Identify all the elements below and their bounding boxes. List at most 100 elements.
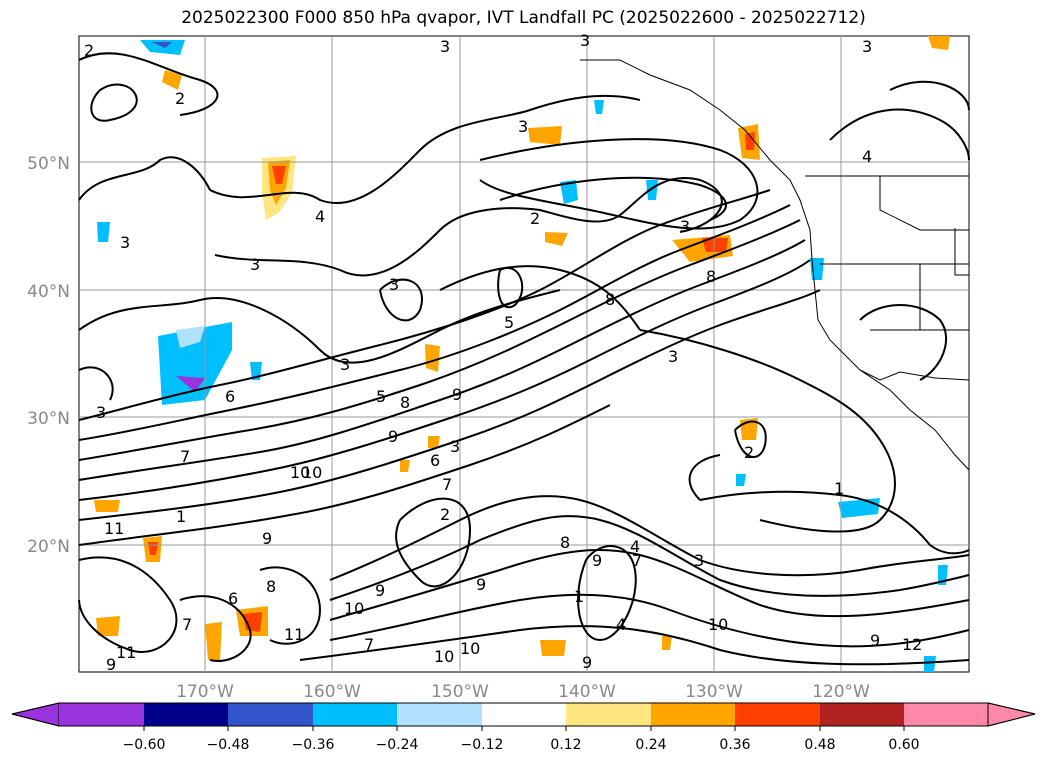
colorbar-tick: −0.36 xyxy=(292,737,335,753)
contour-label: 6 xyxy=(225,387,235,406)
lat-label: 40°N xyxy=(27,282,70,302)
contour-label: 2 xyxy=(744,443,754,462)
contour-label: 4 xyxy=(862,147,872,166)
colorbar-segment xyxy=(566,703,651,726)
colorbar-tick: 0.48 xyxy=(804,737,835,753)
map-title: 2025022300 F000 850 hPa qvapor, IVT Land… xyxy=(181,8,866,28)
latitude-labels: 50°N 40°N 30°N 20°N xyxy=(27,154,70,557)
contour-label: 4 xyxy=(315,207,325,226)
contour-label: 8 xyxy=(605,290,615,309)
gridlines xyxy=(79,36,969,672)
contour-label: 1 xyxy=(574,587,584,606)
contour-label: 7 xyxy=(364,635,374,654)
colorbar-tick: 0.12 xyxy=(550,737,581,753)
contour-label: 3 xyxy=(862,37,872,56)
contour-label: 10 xyxy=(460,639,480,658)
contour-label: 3 xyxy=(680,217,690,236)
contour-label: 10 xyxy=(344,599,364,618)
lat-label: 20°N xyxy=(27,537,70,557)
lon-label: 170°W xyxy=(176,682,234,702)
contour-label: 10 xyxy=(302,463,322,482)
colorbar-extend-high xyxy=(987,702,1036,727)
contour-label: 2 xyxy=(440,505,450,524)
contour-label: 9 xyxy=(476,575,486,594)
contour-label: 2 xyxy=(530,209,540,228)
colorbar-tick: −0.12 xyxy=(461,737,504,753)
lat-label: 30°N xyxy=(27,409,70,429)
contour-label: 9 xyxy=(592,551,602,570)
contour-label: 4 xyxy=(630,537,640,556)
contour-label: 5 xyxy=(504,313,514,332)
colorbar-tick: −0.48 xyxy=(207,737,250,753)
contour-label: 3 xyxy=(120,233,130,252)
longitude-labels: 170°W 160°W 150°W 140°W 130°W 120°W xyxy=(176,682,870,702)
contour-label: 2 xyxy=(84,41,94,60)
contour-label: 10 xyxy=(434,647,454,666)
colorbar-tick: 0.24 xyxy=(635,737,666,753)
colorbar-segment xyxy=(904,703,988,726)
contour-label: 3 xyxy=(440,37,450,56)
colorbar-segment xyxy=(59,703,144,726)
lon-label: 130°W xyxy=(685,682,743,702)
contour-label: 11 xyxy=(104,519,124,538)
contour-label: 7 xyxy=(180,447,190,466)
contour-label: 3 xyxy=(518,117,528,136)
contour-label: 9 xyxy=(106,655,116,674)
contours xyxy=(78,52,970,666)
contour-label: 9 xyxy=(262,529,272,548)
coastlines xyxy=(580,59,970,471)
contour-label: 3 xyxy=(340,355,350,374)
colorbar-segment xyxy=(228,703,313,726)
lat-label: 50°N xyxy=(27,154,70,174)
colorbar-tick: −0.60 xyxy=(123,737,166,753)
contour-label: 4 xyxy=(616,615,626,634)
contour-label: 8 xyxy=(560,533,570,552)
contour-label: 10 xyxy=(290,463,310,482)
colorbar-tick: 0.60 xyxy=(888,737,919,753)
contour-label: 6 xyxy=(228,589,238,608)
colorbar-segment xyxy=(482,703,566,726)
contour-label: 1 xyxy=(176,507,186,526)
contour-label: 3 xyxy=(694,551,704,570)
contour-label: 7 xyxy=(632,551,642,570)
contour-label: 3 xyxy=(668,347,678,366)
contour-label: 7 xyxy=(442,475,452,494)
lon-label: 160°W xyxy=(303,682,361,702)
contour-label: 8 xyxy=(400,393,410,412)
contour-label: 9 xyxy=(452,385,462,404)
contour-label: 11 xyxy=(284,625,304,644)
colorbar-segment xyxy=(144,703,228,726)
contour-label: 9 xyxy=(375,581,385,600)
contour-labels: 2 3 2 3 3 3 4 3 2 3 3 4 3 3 5 8 9 3 8 8 … xyxy=(84,31,922,674)
contour-label: 3 xyxy=(450,437,460,456)
colorbar-segment xyxy=(651,703,735,726)
contour-label: 3 xyxy=(250,255,260,274)
lon-label: 150°W xyxy=(431,682,489,702)
colorbar-segment xyxy=(397,703,482,726)
contour-label: 10 xyxy=(708,615,728,634)
contour-label: 9 xyxy=(388,427,398,446)
contour-label: 3 xyxy=(580,31,590,50)
contour-label: 2 xyxy=(175,89,185,108)
contour-label: 12 xyxy=(902,635,922,654)
colorbar-tick: −0.24 xyxy=(376,737,419,753)
contour-label: 1 xyxy=(834,479,844,498)
colorbar: −0.60 −0.48 −0.36 −0.24 −0.12 0.12 0.24 … xyxy=(11,702,1036,753)
colorbar-extend-low xyxy=(11,702,60,727)
contour-label: 6 xyxy=(430,451,440,470)
contour-label: 8 xyxy=(706,267,716,286)
contour-label: 5 xyxy=(376,387,386,406)
contour-label: 3 xyxy=(96,403,106,422)
contour-label: 11 xyxy=(116,643,136,662)
colorbar-tick: 0.36 xyxy=(719,737,750,753)
colorbar-segment xyxy=(735,703,820,726)
lon-label: 140°W xyxy=(558,682,616,702)
contour-label: 9 xyxy=(582,653,592,672)
lon-label: 120°W xyxy=(812,682,870,702)
contour-label: 8 xyxy=(266,577,276,596)
colorbar-segment xyxy=(313,703,397,726)
contour-label: 9 xyxy=(870,631,880,650)
contour-label: 7 xyxy=(182,615,192,634)
colorbar-segment xyxy=(820,703,904,726)
